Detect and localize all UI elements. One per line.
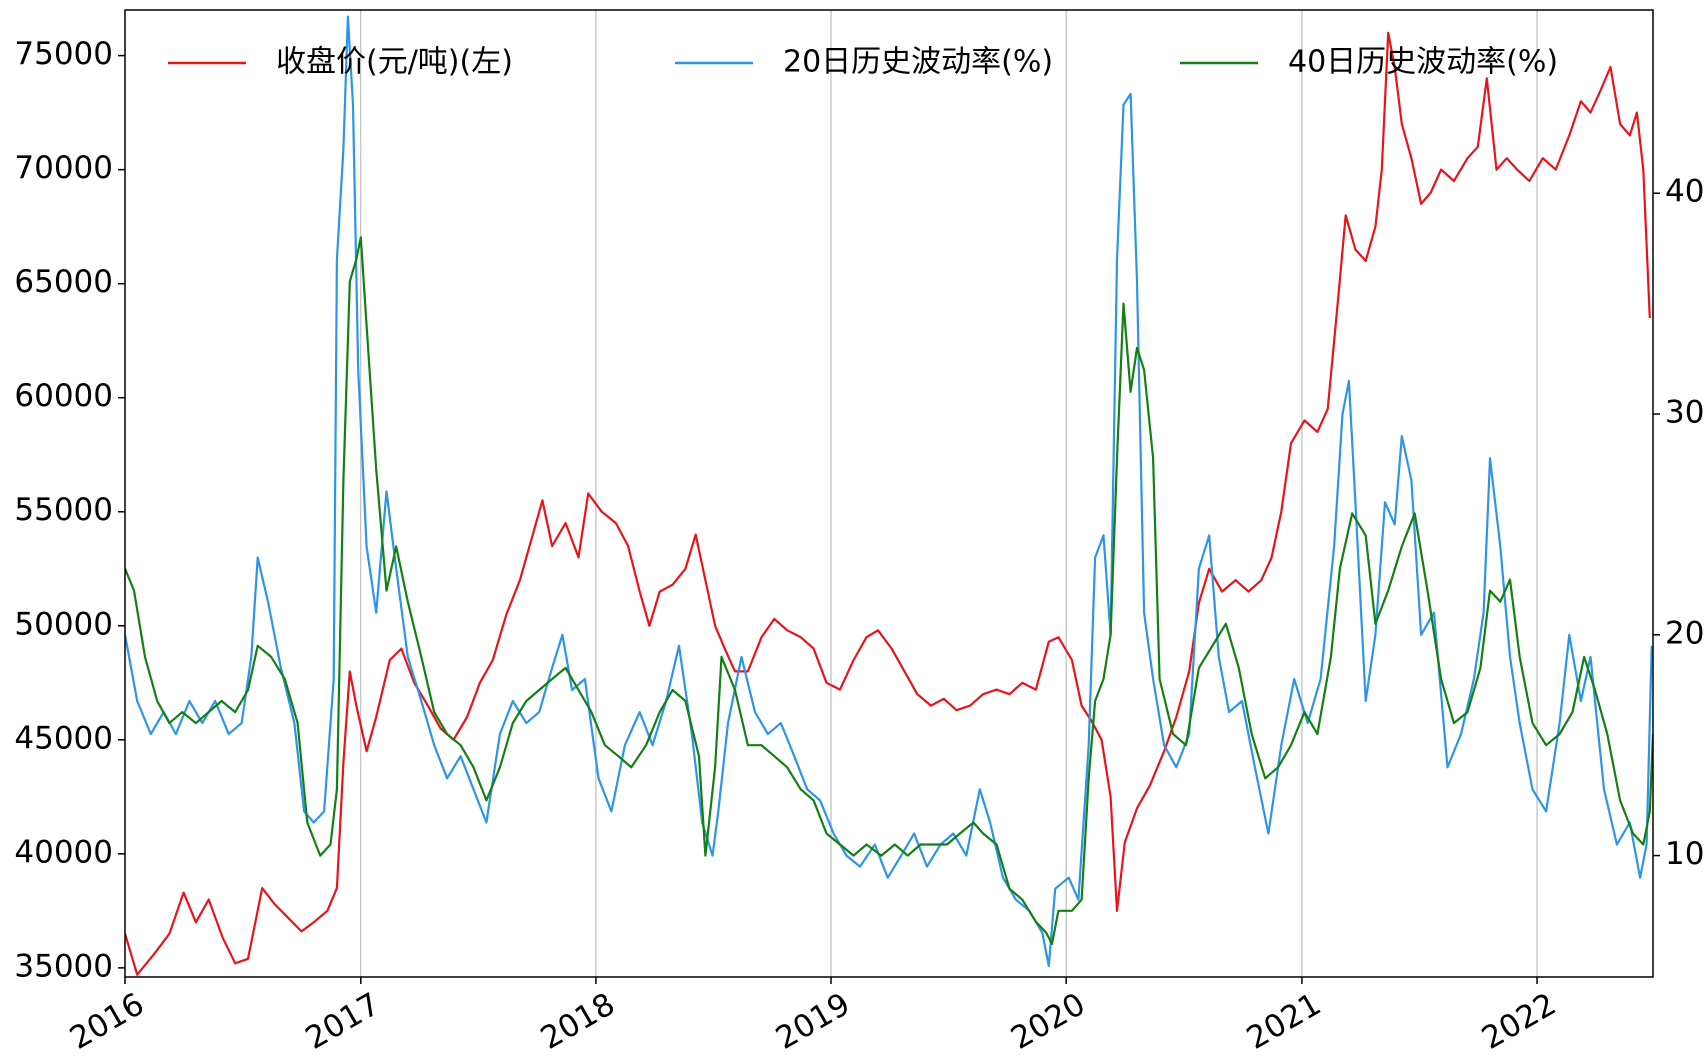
y-right-tick-label: 30 bbox=[1665, 395, 1704, 431]
x-tick-label: 2019 bbox=[770, 986, 856, 1056]
y-right-tick-label: 10 bbox=[1665, 836, 1704, 872]
legend-label-1: 收盘价(元/吨)(左) bbox=[276, 45, 513, 80]
y-left-tick-label: 65000 bbox=[14, 264, 113, 300]
y-right-tick-label: 20 bbox=[1665, 615, 1704, 651]
series-lines bbox=[125, 15, 1653, 976]
x-tick-label: 2022 bbox=[1476, 986, 1562, 1056]
legend-label-3: 40日历史波动率(%) bbox=[1288, 45, 1558, 80]
y-left-tick-label: 50000 bbox=[14, 606, 113, 642]
y-left-tick-label: 35000 bbox=[14, 948, 113, 984]
x-tick-label: 2017 bbox=[300, 986, 386, 1056]
axes: 2016 2017 2018 2019 2020 2021 2022 35000 40000 45… bbox=[14, 36, 1704, 1056]
y-left-tick-label: 55000 bbox=[14, 492, 113, 528]
legend: 收盘价(元/吨)(左) 20日历史波动率(%) 40日历史波动率(%) bbox=[168, 45, 1558, 80]
y-left-tick-label: 45000 bbox=[14, 720, 113, 756]
x-tick-label: 2021 bbox=[1241, 986, 1327, 1056]
y-left-tick-label: 70000 bbox=[14, 150, 113, 186]
x-tick-label: 2016 bbox=[64, 986, 150, 1056]
series-line-2 bbox=[125, 15, 1653, 968]
gridlines bbox=[360, 10, 1538, 977]
y-left-tick-label: 40000 bbox=[14, 834, 113, 870]
y-left-tick-label: 75000 bbox=[14, 36, 113, 72]
x-tick-label: 2018 bbox=[535, 986, 621, 1056]
series-line-1 bbox=[125, 31, 1651, 976]
y-right-tick-label: 40 bbox=[1665, 174, 1704, 210]
x-tick-label: 2020 bbox=[1005, 986, 1091, 1056]
y-left-tick-label: 60000 bbox=[14, 378, 113, 414]
series-line-3 bbox=[125, 236, 1653, 945]
plot-frame bbox=[124, 9, 1654, 978]
legend-label-2: 20日历史波动率(%) bbox=[783, 45, 1053, 80]
